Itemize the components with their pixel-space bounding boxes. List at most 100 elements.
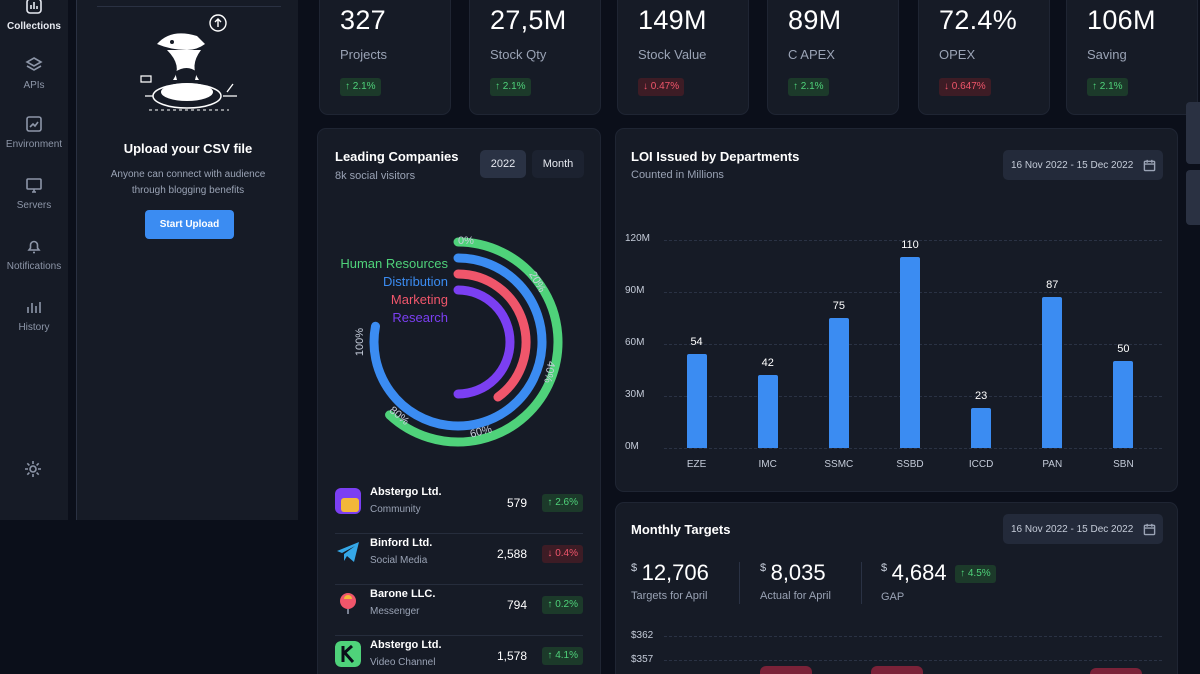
company-type: Messenger bbox=[370, 606, 420, 617]
calendar-icon bbox=[1144, 159, 1156, 171]
actual-label: Actual for April bbox=[760, 590, 831, 602]
settings-button[interactable] bbox=[23, 459, 45, 481]
layers-icon bbox=[25, 57, 43, 71]
company-change-badge: ↑ 4.1% bbox=[542, 647, 583, 665]
leading-companies-card bbox=[317, 128, 601, 674]
kpi-value: 327 bbox=[340, 5, 386, 35]
nav-item-collections[interactable]: Collections bbox=[0, 0, 68, 32]
ring-tick-100: 100% bbox=[354, 327, 367, 357]
side-tab[interactable] bbox=[1186, 170, 1200, 225]
nav-item-environment[interactable]: Environment bbox=[0, 114, 68, 150]
gap-change-badge: ↑ 4.5% bbox=[955, 565, 996, 583]
kpi-change-badge: ↓ 0.647% bbox=[939, 78, 991, 96]
gap-label: GAP bbox=[881, 591, 905, 603]
loi-date-range-picker[interactable]: 16 Nov 2022 - 15 Dec 2022 bbox=[1003, 150, 1163, 180]
monitor-icon bbox=[26, 178, 42, 193]
filter-year-button[interactable]: 2022 bbox=[480, 150, 526, 178]
start-upload-button[interactable]: Start Upload bbox=[145, 210, 234, 239]
nav-item-servers[interactable]: Servers bbox=[0, 175, 68, 211]
kpi-card-capex: 89M C APEX ↑ 2.1% bbox=[767, 0, 899, 115]
k-logo-icon bbox=[335, 641, 361, 667]
segment-label-distribution: Distribution bbox=[382, 274, 448, 289]
kpi-card-stock-qty: 27,5M Stock Qty ↑ 2.1% bbox=[469, 0, 601, 115]
target-bar bbox=[871, 666, 923, 674]
nav-item-apis[interactable]: APIs bbox=[0, 55, 68, 91]
bar-value-label: 87 bbox=[1046, 279, 1059, 292]
company-value: 1,578 bbox=[496, 649, 527, 663]
company-name: Barone LLC. bbox=[370, 588, 436, 600]
kpi-card-opex: 72.4% OPEX ↓ 0.647% bbox=[918, 0, 1050, 115]
bar-pan[interactable] bbox=[1042, 297, 1063, 448]
kpi-label: Stock Value bbox=[638, 47, 707, 62]
bar-ssmc[interactable] bbox=[828, 318, 849, 448]
bar-value-label: 110 bbox=[901, 239, 919, 252]
ring-tick-0: 0% bbox=[458, 235, 474, 247]
balloon-icon bbox=[340, 593, 356, 614]
company-row[interactable]: Abstergo Ltd. Community 579 ↑ 2.6% bbox=[335, 484, 583, 534]
kpi-label: Saving bbox=[1087, 47, 1127, 62]
side-tab[interactable] bbox=[1186, 102, 1200, 164]
kpi-label: C APEX bbox=[788, 47, 835, 62]
currency-symbol: $ bbox=[631, 562, 638, 574]
target-value: 12,706 bbox=[641, 560, 709, 585]
loi-card bbox=[615, 128, 1178, 492]
company-row[interactable]: Abstergo Ltd. Video Channel 1,578 ↑ 4.1% bbox=[335, 637, 583, 674]
company-value: 579 bbox=[506, 496, 527, 510]
company-row[interactable]: Binford Ltd. Social Media 2,588 ↓ 0.4% bbox=[335, 535, 583, 585]
gridline bbox=[664, 636, 1162, 637]
segment-label-human-resources: Human Resources bbox=[340, 256, 448, 271]
bar-value-label: 42 bbox=[761, 357, 774, 370]
gridline bbox=[664, 240, 1162, 241]
trend-icon bbox=[26, 116, 42, 132]
nav-item-notifications[interactable]: Notifications bbox=[0, 236, 68, 272]
nav-label: History bbox=[18, 322, 50, 333]
bar-sbn[interactable] bbox=[1113, 361, 1134, 448]
company-change-badge: ↓ 0.4% bbox=[542, 545, 583, 563]
y-tick-label: 90M bbox=[625, 285, 645, 296]
kpi-card-stock-value: 149M Stock Value ↓ 0.47% bbox=[617, 0, 749, 115]
company-value: 794 bbox=[506, 598, 527, 612]
kpi-label: Projects bbox=[340, 47, 387, 62]
kpi-change-badge: ↑ 2.1% bbox=[340, 78, 381, 96]
nav-item-history[interactable]: History bbox=[0, 297, 68, 333]
upload-panel: Upload your CSV file Anyone can connect … bbox=[76, 0, 298, 520]
company-change-badge: ↑ 2.6% bbox=[542, 494, 583, 512]
bar-ssbd[interactable] bbox=[900, 257, 920, 448]
company-type: Social Media bbox=[370, 555, 428, 566]
gap-value: 4,684 bbox=[891, 560, 947, 585]
x-tick-label: EZE bbox=[686, 459, 707, 470]
bar-iccd[interactable] bbox=[971, 408, 992, 448]
divider bbox=[861, 562, 862, 604]
filter-month-button[interactable]: Month bbox=[532, 150, 584, 178]
target-bar bbox=[1090, 668, 1142, 674]
targets-date-range-picker[interactable]: 16 Nov 2022 - 15 Dec 2022 bbox=[1003, 514, 1163, 544]
targets-y-tick: $362 bbox=[631, 630, 654, 641]
x-tick-label: ICCD bbox=[968, 459, 994, 470]
bar-value-label: 75 bbox=[832, 300, 845, 312]
divider bbox=[97, 6, 281, 7]
target-bar bbox=[760, 666, 812, 674]
x-tick-label: SSBD bbox=[896, 459, 924, 470]
targets-y-tick: $357 bbox=[631, 654, 654, 665]
x-tick-label: IMC bbox=[758, 459, 777, 470]
company-type: Community bbox=[370, 504, 421, 515]
kpi-value: 149M bbox=[638, 5, 707, 35]
kpi-card-saving: 106M Saving ↑ 2.1% bbox=[1066, 0, 1198, 115]
y-tick-label: 30M bbox=[625, 389, 645, 400]
date-range-text: 16 Nov 2022 - 15 Dec 2022 bbox=[1011, 159, 1134, 171]
bar-imc[interactable] bbox=[757, 375, 778, 448]
hourglass-illustration-icon bbox=[140, 14, 237, 111]
y-tick-label: 0M bbox=[625, 441, 639, 452]
kpi-label: OPEX bbox=[939, 47, 976, 62]
segment-label-marketing: Marketing bbox=[390, 292, 448, 307]
bar-eze[interactable] bbox=[686, 354, 707, 448]
bar-value-label: 23 bbox=[975, 390, 988, 403]
bell-icon bbox=[27, 240, 41, 254]
gear-icon bbox=[25, 461, 41, 477]
company-change-badge: ↑ 0.2% bbox=[542, 596, 583, 614]
nav-label: APIs bbox=[23, 80, 45, 91]
company-name: Abstergo Ltd. bbox=[370, 486, 442, 498]
company-row[interactable]: Barone LLC. Messenger 794 ↑ 0.2% bbox=[335, 586, 583, 636]
target-metric: $ 12,706 Targets for April bbox=[631, 560, 709, 602]
